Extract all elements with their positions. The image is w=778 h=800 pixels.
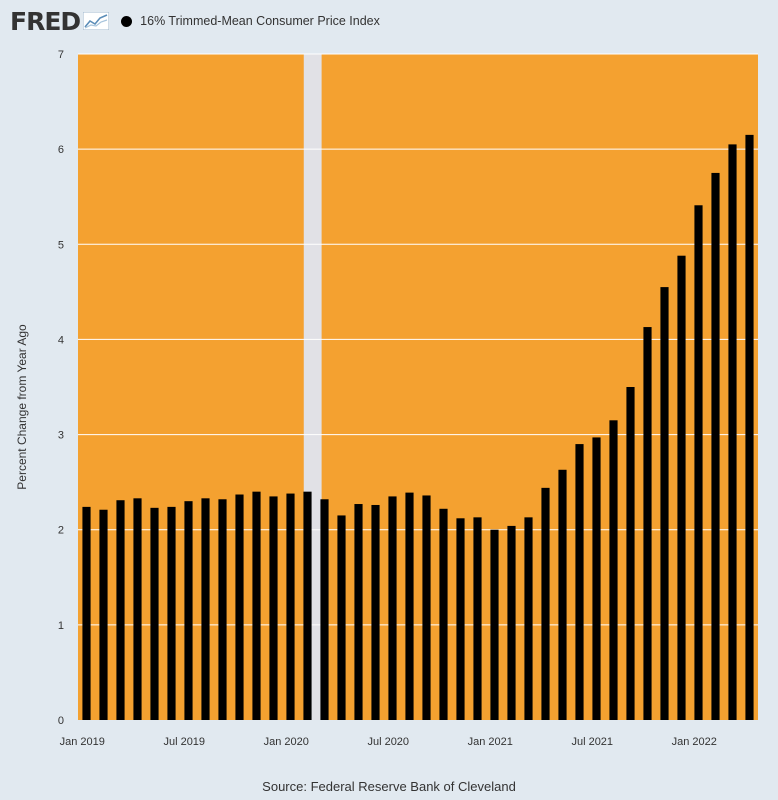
bar[interactable] xyxy=(337,515,346,720)
y-tick-label: 1 xyxy=(58,620,64,632)
bar[interactable] xyxy=(405,492,414,720)
x-tick-label: Jul 2019 xyxy=(163,736,205,748)
bar[interactable] xyxy=(677,255,686,720)
x-tick-label: Jan 2019 xyxy=(60,736,105,748)
bar[interactable] xyxy=(558,469,567,720)
y-tick-label: 5 xyxy=(58,239,64,251)
x-tick-label: Jul 2021 xyxy=(571,736,613,748)
plot-background xyxy=(78,54,758,720)
bar[interactable] xyxy=(541,487,550,720)
bar[interactable] xyxy=(456,518,465,720)
bar[interactable] xyxy=(694,205,703,720)
legend-label: 16% Trimmed-Mean Consumer Price Index xyxy=(140,14,380,28)
bar[interactable] xyxy=(524,517,533,720)
bar[interactable] xyxy=(320,499,329,720)
bar[interactable] xyxy=(218,499,227,720)
y-tick-label: 0 xyxy=(58,715,64,727)
bar[interactable] xyxy=(133,498,142,720)
bar[interactable] xyxy=(354,504,363,720)
chart-header: FRED 16% Trimmed-Mean Consumer Price Ind… xyxy=(10,6,380,36)
y-tick-label: 4 xyxy=(58,334,64,346)
bar[interactable] xyxy=(235,494,244,720)
bar[interactable] xyxy=(575,444,584,720)
bar[interactable] xyxy=(116,500,125,720)
bar[interactable] xyxy=(439,508,448,720)
y-tick-label: 3 xyxy=(58,430,64,442)
fred-chart-mark-icon xyxy=(83,12,110,30)
bar[interactable] xyxy=(167,506,176,720)
bar[interactable] xyxy=(269,496,278,720)
bar[interactable] xyxy=(609,420,618,720)
bar[interactable] xyxy=(252,491,261,720)
bar[interactable] xyxy=(626,387,635,720)
bar[interactable] xyxy=(660,287,669,720)
y-tick-label: 7 xyxy=(58,49,64,61)
bar[interactable] xyxy=(99,509,108,720)
bar[interactable] xyxy=(643,327,652,720)
y-tick-label: 2 xyxy=(58,525,64,537)
bar[interactable] xyxy=(422,495,431,720)
source-note: Source: Federal Reserve Bank of Clevelan… xyxy=(262,779,516,794)
bar[interactable] xyxy=(490,529,499,720)
bar[interactable] xyxy=(184,501,193,720)
x-tick-label: Jan 2020 xyxy=(264,736,309,748)
bar[interactable] xyxy=(745,134,754,720)
y-axis-title: Percent Change from Year Ago xyxy=(15,324,29,490)
bar[interactable] xyxy=(150,507,159,720)
bar[interactable] xyxy=(303,491,312,720)
bar[interactable] xyxy=(371,504,380,720)
fred-logo[interactable]: FRED xyxy=(10,6,81,36)
x-tick-label: Jul 2020 xyxy=(367,736,409,748)
bar[interactable] xyxy=(201,498,210,720)
bar[interactable] xyxy=(388,496,397,720)
bar[interactable] xyxy=(728,144,737,720)
bar[interactable] xyxy=(473,517,482,720)
legend-marker-icon xyxy=(121,15,133,27)
bar[interactable] xyxy=(592,437,601,720)
bar[interactable] xyxy=(711,172,720,720)
x-tick-label: Jan 2021 xyxy=(468,736,513,748)
bar[interactable] xyxy=(507,525,516,720)
x-tick-label: Jan 2022 xyxy=(672,736,717,748)
bar[interactable] xyxy=(286,493,295,720)
legend: 16% Trimmed-Mean Consumer Price Index xyxy=(121,14,380,28)
y-tick-label: 6 xyxy=(58,144,64,156)
bar[interactable] xyxy=(82,506,91,720)
